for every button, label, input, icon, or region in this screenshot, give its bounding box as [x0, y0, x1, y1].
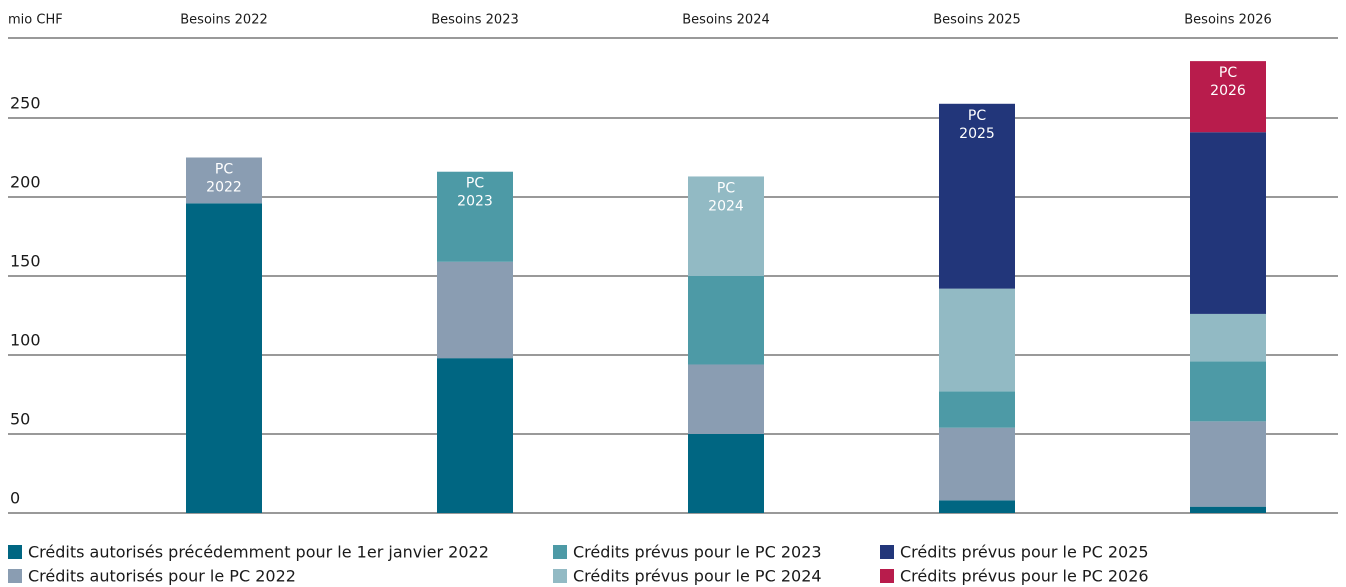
- bar-segment: [688, 364, 764, 434]
- legend-label: Crédits autorisés précédemment pour le 1…: [28, 543, 489, 562]
- y-tick-label: 150: [10, 252, 41, 271]
- y-tick-label: 0: [10, 489, 20, 508]
- legend-swatch: [8, 569, 22, 583]
- legend-label: Crédits autorisés pour le PC 2022: [28, 567, 296, 586]
- bar-segment: [688, 434, 764, 513]
- bar-segment: [1190, 506, 1266, 513]
- unit-label: mio CHF: [8, 13, 63, 28]
- legend-label: Crédits prévus pour le PC 2023: [573, 543, 822, 562]
- bar-segment: [1190, 313, 1266, 362]
- segment-label: PC: [1219, 65, 1237, 81]
- bar-segment: [939, 288, 1015, 392]
- legend-swatch: [8, 545, 22, 559]
- legend-swatch: [880, 569, 894, 583]
- legend-label: Crédits prévus pour le PC 2024: [573, 567, 822, 586]
- bar-segment: [939, 500, 1015, 513]
- category-header: Besoins 2026: [1184, 13, 1271, 28]
- legend-label: Crédits prévus pour le PC 2026: [900, 567, 1149, 586]
- bar-segment: [688, 276, 764, 365]
- segment-label: PC: [215, 162, 233, 178]
- y-tick-label: 200: [10, 173, 41, 192]
- segment-label: 2026: [1210, 83, 1246, 99]
- bar-segment: [939, 391, 1015, 428]
- bar-segment: [1190, 361, 1266, 422]
- segment-label: PC: [466, 176, 484, 192]
- segment-label: 2023: [457, 194, 493, 210]
- category-header: Besoins 2024: [682, 13, 769, 28]
- legend-swatch: [553, 569, 567, 583]
- bar-segment: [437, 171, 513, 262]
- segment-label: 2025: [959, 126, 995, 142]
- y-tick-label: 250: [10, 94, 41, 113]
- bar-segment: [939, 103, 1015, 289]
- bar-segment: [186, 203, 262, 513]
- category-header: Besoins 2022: [180, 13, 267, 28]
- bar-segment: [186, 157, 262, 204]
- bar-segment: [437, 261, 513, 359]
- bar-segment: [688, 176, 764, 276]
- segment-label: PC: [968, 108, 986, 124]
- y-tick-label: 100: [10, 331, 41, 350]
- segment-label: 2024: [708, 198, 744, 214]
- bar-segment: [437, 358, 513, 513]
- segment-label: 2022: [206, 180, 242, 196]
- bar-segment: [1190, 132, 1266, 314]
- legend-swatch: [880, 545, 894, 559]
- legend-label: Crédits prévus pour le PC 2025: [900, 543, 1149, 562]
- segment-label: PC: [717, 180, 735, 196]
- bar-segment: [939, 427, 1015, 501]
- category-header: Besoins 2025: [933, 13, 1020, 28]
- category-header: Besoins 2023: [431, 13, 518, 28]
- legend-swatch: [553, 545, 567, 559]
- bar-segment: [1190, 61, 1266, 133]
- y-tick-label: 50: [10, 410, 30, 429]
- bar-segment: [1190, 421, 1266, 507]
